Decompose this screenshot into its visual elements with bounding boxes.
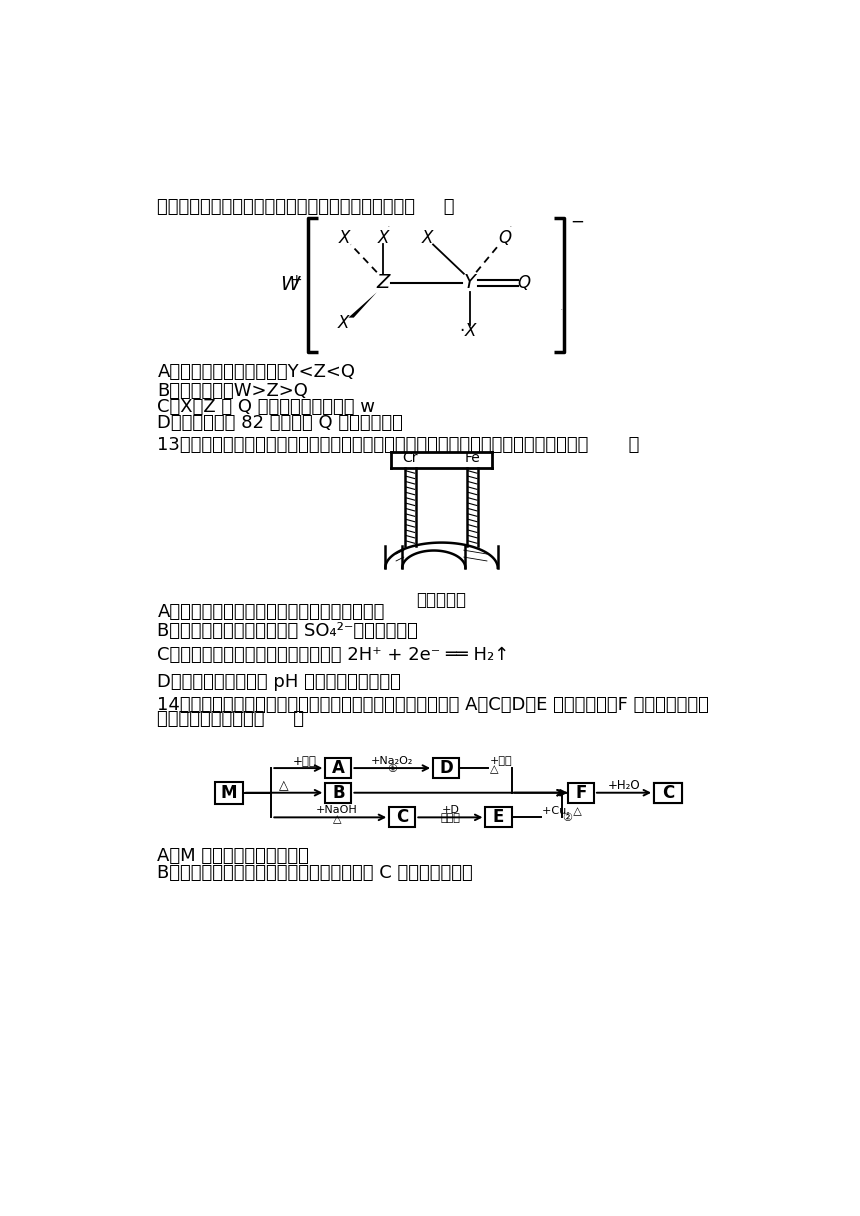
Text: A．M 可能是纯净物或混合物: A．M 可能是纯净物或混合物 <box>157 846 310 865</box>
Bar <box>390 807 415 827</box>
Text: △: △ <box>279 779 288 793</box>
Text: Y: Y <box>464 274 476 293</box>
Text: ·: · <box>460 322 465 340</box>
Bar <box>433 758 459 778</box>
Text: Fe: Fe <box>465 451 481 466</box>
Text: 催化剂: 催化剂 <box>440 814 460 823</box>
Text: Z: Z <box>377 274 390 293</box>
Text: B．若铁比铬活泼，则溶液中 SO₄²⁻向铬电极迁移: B．若铁比铬活泼，则溶液中 SO₄²⁻向铬电极迁移 <box>157 621 418 640</box>
Text: 原子半径是元素周期表中最小的，下列说法错误的是（     ）: 原子半径是元素周期表中最小的，下列说法错误的是（ ） <box>157 198 455 216</box>
Text: ·: · <box>560 305 563 315</box>
Text: ①: ① <box>387 764 397 773</box>
Text: X: X <box>337 314 348 332</box>
Text: D．若铁电极附近溶液 pH 增大，则铁比铬活泼: D．若铁电极附近溶液 pH 增大，则铁比铬活泼 <box>157 674 402 692</box>
Text: C．X、Z 和 Q 可能形成离子化合物 w: C．X、Z 和 Q 可能形成离子化合物 w <box>157 398 375 416</box>
Text: +Na₂O₂: +Na₂O₂ <box>371 756 414 766</box>
Text: ②: ② <box>562 814 573 823</box>
Text: A: A <box>332 759 345 777</box>
Text: D．原子序数为 82 的元素与 Q 位于同一主族: D．原子序数为 82 的元素与 Q 位于同一主族 <box>157 413 403 432</box>
Text: M: M <box>221 784 237 801</box>
Text: X: X <box>422 230 433 247</box>
Bar <box>325 783 352 803</box>
Bar <box>485 807 512 827</box>
Text: B．用蘸有浓盐酸的玻璃棒靠近瓶口可以检验 C 气体是否收集满: B．用蘸有浓盐酸的玻璃棒靠近瓶口可以检验 C 气体是否收集满 <box>157 863 473 882</box>
Bar <box>654 783 682 803</box>
Text: X: X <box>339 230 350 247</box>
Text: +NaOH: +NaOH <box>316 805 358 816</box>
Bar <box>568 783 594 803</box>
Text: C．若铬比铁活泼，则铁电极反应式为 2H⁺ + 2e⁻ ══ H₂↑: C．若铬比铁活泼，则铁电极反应式为 2H⁺ + 2e⁻ ══ H₂↑ <box>157 647 510 664</box>
Text: B．原子半径：W>Z>Q: B．原子半径：W>Z>Q <box>157 382 308 400</box>
Text: 下列说法不正确的是（     ）: 下列说法不正确的是（ ） <box>157 710 304 728</box>
Text: +H₂O: +H₂O <box>608 779 641 793</box>
Text: 稀硫酸溶液: 稀硫酸溶液 <box>415 591 466 609</box>
Bar <box>654 783 682 803</box>
Text: 13．某化学兴趣小组为了探究铬和铁的活泼性，设计如图所示装置，下列推断合理的是（       ）: 13．某化学兴趣小组为了探究铬和铁的活泼性，设计如图所示装置，下列推断合理的是（… <box>157 437 640 455</box>
Text: B: B <box>332 784 345 801</box>
Text: Q: Q <box>498 230 511 247</box>
Bar <box>325 758 352 778</box>
Text: ·: · <box>508 223 513 232</box>
Text: A．若铬比铁活泼，则电流由铬电极流向铁电极: A．若铬比铁活泼，则电流由铬电极流向铁电极 <box>157 603 384 620</box>
Text: △: △ <box>490 764 499 773</box>
Text: X: X <box>378 230 389 247</box>
Polygon shape <box>348 292 377 317</box>
Text: ·: · <box>387 223 390 232</box>
Text: C: C <box>396 809 408 827</box>
Text: +: + <box>291 272 302 287</box>
Text: △: △ <box>333 814 341 824</box>
Text: Q: Q <box>518 274 531 292</box>
Text: +D: +D <box>441 805 459 816</box>
Text: A．气态氢化物的稳定性：Y<Z<Q: A．气态氢化物的稳定性：Y<Z<Q <box>157 364 355 381</box>
Text: C: C <box>662 784 674 801</box>
Text: F: F <box>575 784 587 801</box>
Text: X: X <box>464 322 476 340</box>
Text: +盐酸: +盐酸 <box>293 755 316 767</box>
Text: G: G <box>661 784 675 801</box>
Text: E: E <box>493 809 504 827</box>
Text: D: D <box>439 759 453 777</box>
Text: +木炭: +木炭 <box>490 756 513 766</box>
Text: 14．下图的每一方格中表示有关的一种反应物或生成物，其中 A、C、D、E 为无色气体，F 为红棕色气体。: 14．下图的每一方格中表示有关的一种反应物或生成物，其中 A、C、D、E 为无色… <box>157 697 709 715</box>
Text: +Cu, △: +Cu, △ <box>543 805 582 816</box>
Text: Cr: Cr <box>402 451 418 466</box>
Bar <box>215 782 243 804</box>
Text: −: − <box>570 213 584 230</box>
Text: W: W <box>280 275 300 294</box>
